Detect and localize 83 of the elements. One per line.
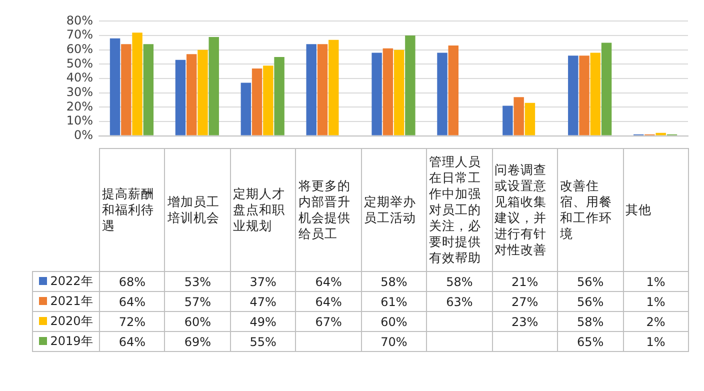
bar	[263, 66, 274, 136]
data-label: 23%	[492, 312, 558, 332]
data-label: 67%	[296, 312, 362, 332]
x-tick-label: 管理人员在日常工作中加强对员工的关注，必要时提供有效帮助	[426, 148, 492, 272]
data-label: 53%	[164, 272, 230, 292]
bar	[306, 44, 316, 136]
data-label: 64%	[100, 332, 165, 352]
x-tick-label: 改善住宿、用餐和工作环境	[558, 148, 623, 272]
data-label: 58%	[558, 312, 623, 332]
data-label: 56%	[558, 272, 623, 292]
y-tick-label: 50%	[66, 56, 93, 70]
data-label: 69%	[164, 332, 230, 352]
bar	[372, 52, 382, 136]
bar	[132, 32, 142, 136]
data-label: 68%	[100, 272, 165, 292]
data-label: 70%	[361, 332, 427, 352]
x-tick-label: 问卷调查或设置意见箱收集建议，并进行有针对性改善	[492, 148, 558, 272]
bar	[274, 57, 284, 136]
data-label: 1%	[623, 332, 688, 352]
x-tick-label: 提高薪酬和福利待遇	[100, 148, 165, 272]
bar	[502, 106, 513, 136]
bar	[143, 44, 154, 136]
data-label: 64%	[296, 272, 362, 292]
y-tick-label: 80%	[66, 13, 93, 28]
bar	[317, 44, 328, 136]
bar	[579, 56, 590, 136]
data-label: 56%	[558, 292, 623, 312]
data-label: 61%	[361, 292, 427, 312]
bar	[328, 40, 339, 136]
bar	[175, 60, 186, 136]
bar	[405, 36, 416, 136]
bar	[240, 82, 252, 136]
data-label: 63%	[426, 292, 492, 312]
legend-label: 2022年	[32, 272, 100, 292]
data-label: 60%	[164, 312, 230, 332]
bar	[437, 52, 448, 136]
data-label: 60%	[361, 312, 427, 332]
bar	[208, 36, 219, 136]
x-tick-label: 其他	[623, 148, 688, 272]
x-tick-label: 将更多的内部晋升机会提供给员工	[296, 148, 362, 272]
bar	[448, 46, 458, 136]
y-tick-label: 20%	[66, 99, 93, 114]
bar	[186, 54, 197, 136]
bar	[568, 56, 578, 136]
x-tick-label: 定期人才盘点和职业规划	[230, 148, 296, 272]
x-tick-label: 增加员工培训机会	[164, 148, 230, 272]
data-label: 37%	[230, 272, 296, 292]
legend-label: 2021年	[32, 292, 100, 312]
bar	[382, 48, 394, 136]
bar	[198, 50, 208, 136]
bar	[121, 44, 132, 136]
data-label: 2%	[623, 312, 688, 332]
data-label: 21%	[492, 272, 558, 292]
data-label: 49%	[230, 312, 296, 332]
data-label: 58%	[361, 272, 427, 292]
data-label: 64%	[100, 292, 165, 312]
data-label: 1%	[623, 292, 688, 312]
data-label: 47%	[230, 292, 296, 312]
data-label: 1%	[623, 272, 688, 292]
bar	[590, 52, 601, 136]
bar	[601, 42, 612, 136]
bar	[252, 68, 262, 136]
data-label: 58%	[426, 272, 492, 292]
data-label: 65%	[558, 332, 623, 352]
y-tick-label: 0%	[74, 128, 93, 142]
data-label: 27%	[492, 292, 558, 312]
legend-label: 2020年	[32, 312, 100, 332]
y-tick-label: 10%	[66, 114, 93, 128]
y-tick-label: 60%	[66, 42, 93, 56]
bar	[110, 38, 120, 136]
bar	[514, 97, 524, 136]
bar	[656, 132, 666, 136]
data-label: 55%	[230, 332, 296, 352]
bar	[524, 102, 536, 136]
bar	[394, 50, 404, 136]
legend-label: 2019年	[32, 332, 100, 352]
data-label: 64%	[296, 292, 362, 312]
y-tick-label: 70%	[66, 28, 93, 42]
data-label: 72%	[100, 312, 165, 332]
y-tick-label: 40%	[66, 70, 93, 85]
y-tick-label: 30%	[66, 84, 93, 99]
data-label: 57%	[164, 292, 230, 312]
x-tick-label: 定期举办员工活动	[361, 148, 427, 272]
